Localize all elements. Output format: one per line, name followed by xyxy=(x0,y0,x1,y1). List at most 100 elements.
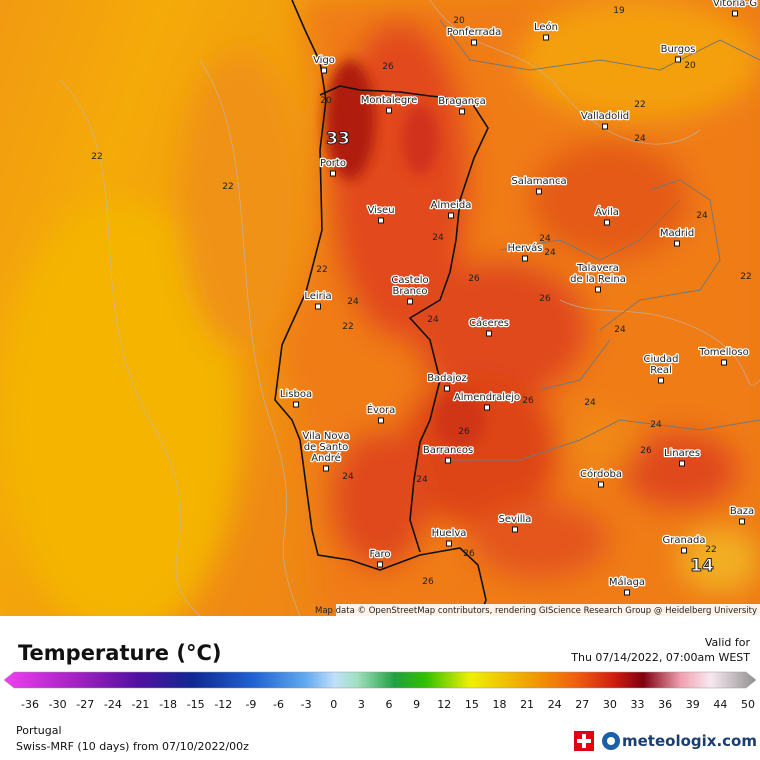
place-label: Almendralejo xyxy=(454,392,520,403)
contour-label: 26 xyxy=(458,427,470,437)
place-marker xyxy=(448,212,454,219)
legend-tick-label: -15 xyxy=(187,698,205,711)
place-label: Lisboa xyxy=(280,389,312,400)
place-marker xyxy=(484,404,490,411)
place-label: Málaga xyxy=(609,576,645,588)
contour-label: 26 xyxy=(463,549,475,559)
place-marker xyxy=(543,34,549,41)
contour-label: 26 xyxy=(468,274,480,284)
place-marker xyxy=(602,123,608,130)
contour-label: 22 xyxy=(222,182,233,192)
place-label: Viseu xyxy=(367,205,394,216)
place-label: Badajoz xyxy=(427,373,467,384)
contour-label: 24 xyxy=(634,134,646,144)
place-marker xyxy=(624,589,630,596)
contour-label: 24 xyxy=(427,315,439,325)
place-label: Ciudad xyxy=(644,354,679,365)
contour-label: 22 xyxy=(91,152,102,162)
place-marker xyxy=(378,217,384,224)
contour-label: 22 xyxy=(705,545,716,555)
color-bar xyxy=(3,671,757,689)
place-label: Porto xyxy=(320,158,346,169)
legend-tick-label: 33 xyxy=(631,698,645,711)
legend-tick-label: -24 xyxy=(104,698,122,711)
attribution-box xyxy=(336,604,760,616)
place-marker xyxy=(604,219,610,226)
legend-tick-label: 3 xyxy=(358,698,365,711)
region: Portugal xyxy=(16,724,62,737)
contour-label: 20 xyxy=(320,96,332,106)
place-marker xyxy=(407,298,413,305)
legend-tick-label: 0 xyxy=(330,698,337,711)
place-label: Valladolid xyxy=(581,111,629,122)
place-marker xyxy=(739,518,745,525)
place-label: Real xyxy=(650,365,672,376)
legend-tick-label: 18 xyxy=(492,698,506,711)
place-label: Talavera xyxy=(576,263,619,274)
place-label: Sevilla xyxy=(499,514,532,525)
place-marker xyxy=(522,255,528,262)
contour-label: 24 xyxy=(696,211,708,221)
contour-label: 22 xyxy=(342,322,353,332)
brand[interactable]: meteologix.com xyxy=(622,732,757,750)
place-marker xyxy=(536,188,542,195)
valid-label: Valid for xyxy=(705,636,751,649)
place-marker xyxy=(459,108,465,115)
contour-label: 24 xyxy=(650,420,662,430)
place-marker xyxy=(658,377,664,384)
place-marker xyxy=(471,39,477,46)
map: Map data © OpenStreetMap contributors, r… xyxy=(0,0,760,616)
legend-tick-label: -9 xyxy=(245,698,256,711)
place-marker xyxy=(595,286,601,293)
place-marker xyxy=(675,56,681,63)
place-label: Almeida xyxy=(431,200,472,211)
contour-label: 24 xyxy=(544,248,556,258)
place-marker xyxy=(444,385,450,392)
place-marker xyxy=(681,547,687,554)
place-marker xyxy=(512,526,518,533)
contour-label: 26 xyxy=(522,396,534,406)
contour-label: 20 xyxy=(453,16,465,26)
contour-label: 33 xyxy=(326,129,350,149)
contour-label: 24 xyxy=(342,472,354,482)
legend-tick-label: 9 xyxy=(413,698,420,711)
contour-label: 26 xyxy=(382,62,394,72)
place-label: Évora xyxy=(367,403,396,416)
legend-tick-label: 50 xyxy=(741,698,755,711)
contour-label: 22 xyxy=(316,265,327,275)
place-marker xyxy=(446,540,452,547)
place-marker xyxy=(293,401,299,408)
place-label: André xyxy=(311,452,341,464)
place-label: Cáceres xyxy=(469,317,509,329)
place-marker xyxy=(679,460,685,467)
place-marker xyxy=(321,67,327,74)
place-label: Ponferrada xyxy=(447,27,501,38)
place-label: Huelva xyxy=(432,528,467,539)
place-label: León xyxy=(534,21,558,33)
legend-tick-label: -36 xyxy=(21,698,39,711)
legend-tick-label: 36 xyxy=(658,698,672,711)
legend-tick-label: -21 xyxy=(131,698,149,711)
place-label: Barrancos xyxy=(423,445,473,456)
place-marker xyxy=(323,465,329,472)
legend-tick-label: -3 xyxy=(301,698,312,711)
legend-tick-label: -18 xyxy=(159,698,177,711)
legend-tick-label: 30 xyxy=(603,698,617,711)
contour-label: 24 xyxy=(584,398,596,408)
place-label: Castelo xyxy=(391,275,428,286)
legend-tick-label: 39 xyxy=(686,698,700,711)
legend-tick-label: -27 xyxy=(76,698,94,711)
legend-tick-label: -30 xyxy=(49,698,67,711)
place-label: Madrid xyxy=(660,228,694,239)
place-label: Baza xyxy=(730,506,754,517)
contour-label: 19 xyxy=(613,6,625,16)
legend-tick-label: -6 xyxy=(273,698,284,711)
legend-tick-label: 24 xyxy=(548,698,562,711)
contour-label: 24 xyxy=(416,475,428,485)
place-marker xyxy=(598,481,604,488)
attribution: Map data © OpenStreetMap contributors, r… xyxy=(315,606,757,616)
contour-label: 24 xyxy=(539,234,551,244)
contour-label: 26 xyxy=(422,577,434,587)
legend-title: Temperature (°C) xyxy=(18,641,221,665)
